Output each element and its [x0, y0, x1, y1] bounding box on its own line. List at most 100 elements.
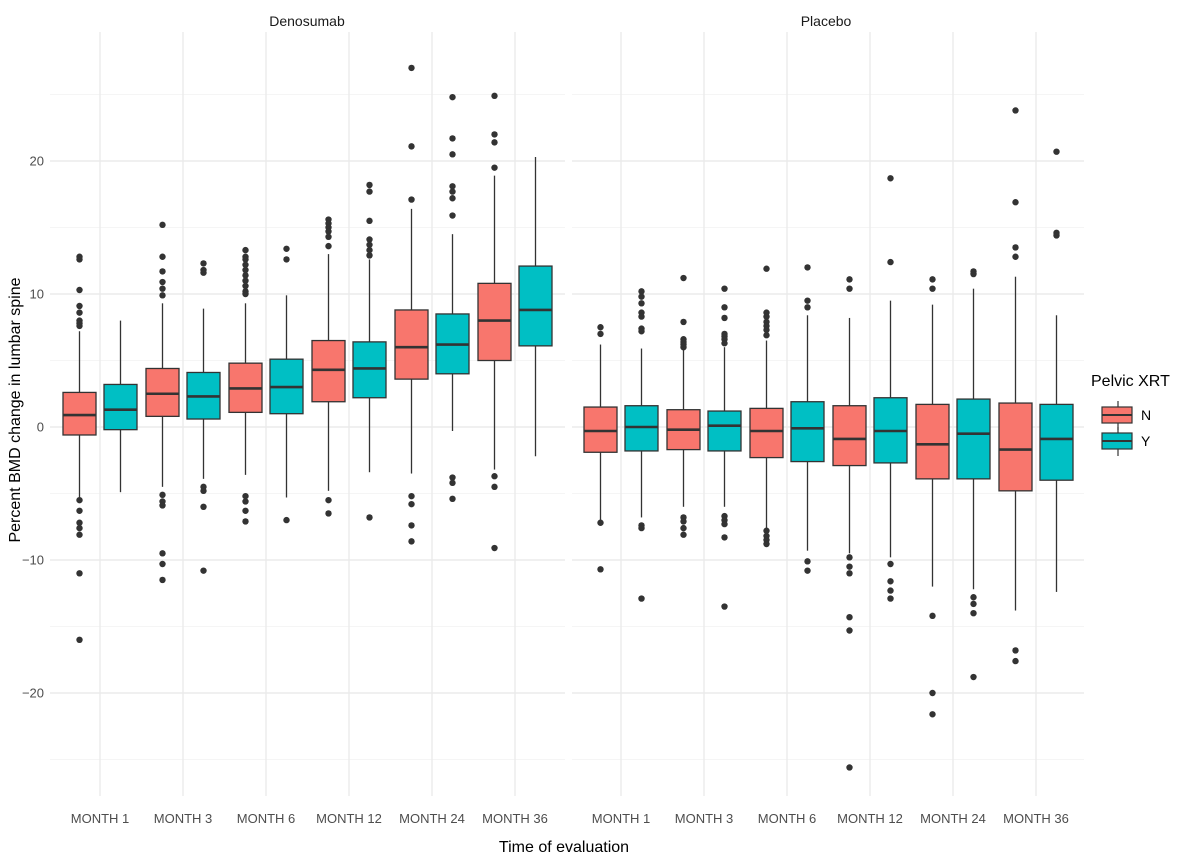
box [915, 403, 950, 480]
outlier-point [325, 510, 332, 517]
x-tick-label: MONTH 36 [1003, 811, 1069, 826]
outlier-point [449, 479, 456, 487]
outlier-point [970, 673, 977, 681]
box [62, 391, 97, 436]
outlier-point [76, 496, 83, 504]
outlier-point [159, 221, 166, 229]
outlier-point [366, 241, 373, 248]
outlier-point [680, 274, 687, 282]
outlier-point [638, 313, 645, 320]
outlier-point [846, 613, 853, 621]
box [583, 406, 618, 453]
outlier-point [970, 594, 977, 601]
outlier-point [366, 181, 373, 189]
outlier-point [325, 233, 332, 241]
outlier-point [242, 290, 249, 298]
outlier-point [763, 540, 770, 548]
box [1039, 403, 1074, 481]
outlier-point [887, 560, 894, 568]
x-tick-label: MONTH 6 [758, 811, 817, 826]
outlier-point [680, 524, 687, 532]
box-group [186, 260, 221, 574]
outlier-point [283, 516, 290, 524]
outlier-point [283, 245, 290, 252]
x-tick-label: MONTH 3 [154, 811, 213, 826]
outlier-point [366, 188, 373, 195]
outlier-point [680, 318, 687, 326]
outlier-point [242, 518, 249, 525]
box-group [790, 264, 825, 574]
x-tick-label: MONTH 12 [837, 811, 903, 826]
outlier-point [970, 610, 977, 617]
outlier-point [76, 636, 83, 643]
outlier-point [1012, 107, 1019, 114]
outlier-point [159, 253, 166, 260]
outlier-point [76, 570, 83, 577]
outlier-point [325, 496, 332, 504]
outlier-point [449, 188, 456, 195]
outlier-point [159, 560, 166, 568]
box-group [915, 276, 950, 718]
x-axis-title: Time of evaluation [499, 839, 629, 856]
box-group [145, 221, 180, 584]
box-group [435, 93, 470, 503]
outlier-point [680, 531, 687, 538]
outlier-point [491, 92, 498, 100]
grid-lines [50, 32, 1084, 796]
outlier-point [721, 340, 728, 347]
outlier-point [846, 554, 853, 561]
outlier-point [491, 483, 498, 491]
outlier-point [804, 304, 811, 311]
y-axis-tick-labels: −20 −10 0 10 20 [22, 154, 44, 701]
x-tick-label: MONTH 12 [316, 811, 382, 826]
x-tick-label: MONTH 24 [399, 811, 465, 826]
outlier-point [449, 474, 456, 481]
outlier-point [76, 531, 83, 538]
outlier-point [159, 550, 166, 557]
box-group [518, 157, 553, 457]
outlier-point [408, 522, 415, 529]
y-tick-label: 0 [37, 420, 44, 435]
outlier-point [159, 285, 166, 292]
outlier-point [366, 252, 373, 259]
box-group [477, 92, 512, 552]
legend: Pelvic XRT NY [1091, 373, 1170, 456]
outlier-point [721, 304, 728, 311]
x-tick-label: MONTH 36 [482, 811, 548, 826]
box-group [311, 216, 346, 517]
outlier-point [929, 285, 936, 292]
outlier-point [804, 264, 811, 271]
outlier-point [929, 612, 936, 620]
outlier-point [408, 492, 415, 500]
box-group [394, 64, 429, 545]
outlier-point [929, 689, 936, 697]
y-tick-label: −10 [22, 553, 44, 568]
outlier-point [887, 175, 894, 182]
outlier-point [242, 498, 249, 505]
x-axis-tick-labels: MONTH 1 MONTH 3 MONTH 6 MONTH 12 MONTH 24 MON… [71, 811, 1069, 826]
box-group [352, 181, 387, 521]
outlier-point [200, 567, 207, 574]
y-axis-title: Percent BMD change in lumbar spine [7, 277, 24, 542]
box-group [832, 276, 867, 771]
outlier-point [1012, 244, 1019, 251]
outlier-point [491, 544, 498, 552]
legend-key [1101, 427, 1133, 456]
outlier-point [763, 313, 770, 320]
outlier-point [721, 314, 728, 322]
outlier-point [763, 332, 770, 339]
outlier-point [408, 538, 415, 545]
outlier-point [408, 64, 415, 72]
outlier-point [491, 473, 498, 480]
outlier-point [846, 570, 853, 577]
outlier-point [1053, 148, 1060, 155]
legend-title: Pelvic XRT [1091, 373, 1170, 390]
outlier-point [638, 595, 645, 602]
box [477, 282, 512, 362]
outlier-point [242, 507, 249, 514]
outlier-point [929, 711, 936, 718]
outlier-point [846, 276, 853, 283]
box-group [873, 175, 908, 602]
box [394, 309, 429, 380]
outlier-point [887, 595, 894, 602]
